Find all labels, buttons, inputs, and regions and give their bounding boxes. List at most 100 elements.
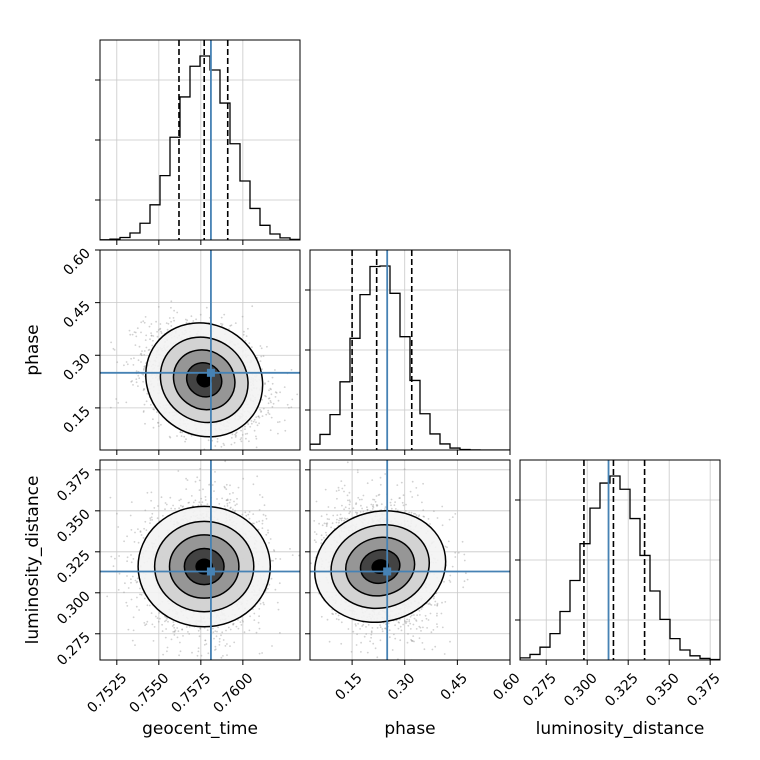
scatter-point: [167, 620, 169, 623]
scatter-point: [199, 627, 202, 630]
scatter-point: [138, 377, 141, 380]
scatter-point: [253, 429, 256, 432]
scatter-point: [150, 612, 153, 614]
scatter-point: [155, 320, 158, 323]
scatter-point: [228, 501, 231, 504]
scatter-point: [151, 344, 154, 347]
scatter-point: [194, 499, 197, 502]
scatter-point: [288, 406, 290, 409]
scatter-point: [150, 334, 153, 337]
scatter-point: [269, 538, 272, 540]
scatter-point: [220, 316, 223, 319]
scatter-point: [186, 319, 189, 322]
scatter-point: [258, 520, 261, 523]
scatter-point: [134, 579, 137, 582]
scatter-point: [150, 332, 153, 334]
scatter-point: [185, 438, 187, 441]
scatter-point: [244, 425, 246, 428]
scatter-point: [114, 557, 116, 560]
scatter-point: [220, 656, 223, 659]
scatter-point: [180, 498, 182, 501]
scatter-point: [296, 393, 299, 396]
scatter-point: [258, 652, 261, 655]
scatter-point: [155, 615, 157, 618]
scatter-point: [181, 506, 184, 508]
scatter-point: [260, 411, 262, 413]
scatter-point: [156, 335, 159, 338]
scatter-point: [267, 380, 270, 383]
scatter-point: [226, 499, 229, 502]
scatter-point: [291, 398, 294, 401]
scatter-point: [277, 399, 280, 402]
scatter-point: [233, 641, 236, 644]
scatter-point: [140, 593, 143, 596]
scatter-point: [261, 496, 264, 499]
truth-marker: [206, 368, 215, 377]
scatter-point: [180, 504, 182, 507]
scatter-point: [267, 529, 269, 532]
scatter-point: [230, 324, 233, 327]
scatter-point: [166, 646, 169, 649]
scatter-point: [251, 522, 254, 525]
scatter-point: [268, 542, 270, 544]
scatter-point: [173, 630, 176, 633]
scatter-point: [109, 406, 112, 409]
scatter-point: [263, 603, 265, 606]
scatter-point: [248, 342, 251, 344]
scatter-point: [142, 537, 145, 539]
scatter-point: [86, 335, 88, 337]
scatter-point: [170, 320, 173, 323]
scatter-point: [159, 323, 162, 325]
scatter-point: [145, 529, 148, 532]
scatter-point: [149, 517, 152, 520]
scatter-point: [140, 331, 142, 334]
scatter-point: [251, 305, 254, 308]
scatter-point: [249, 615, 252, 618]
scatter-point: [248, 629, 251, 632]
scatter-point: [161, 623, 164, 626]
scatter-point: [126, 556, 129, 559]
scatter-point: [150, 334, 153, 337]
scatter-point: [130, 554, 132, 556]
scatter-point: [159, 617, 161, 620]
scatter-point: [160, 332, 163, 334]
scatter-point: [160, 496, 163, 499]
scatter-point: [140, 321, 143, 324]
scatter-point: [142, 369, 145, 371]
scatter-point: [261, 527, 264, 530]
scatter-point: [166, 328, 169, 331]
scatter-point: [149, 338, 151, 341]
scatter-point: [279, 391, 281, 394]
scatter-point: [258, 615, 260, 618]
scatter-point: [207, 439, 210, 442]
scatter-point: [270, 416, 273, 419]
scatter-point: [211, 484, 214, 486]
scatter-point: [135, 605, 138, 608]
scatter-point: [230, 453, 232, 455]
scatter-point: [257, 621, 260, 624]
scatter-point: [190, 495, 193, 497]
scatter-point: [112, 347, 115, 350]
scatter-point: [188, 501, 191, 504]
scatter-point: [169, 496, 172, 499]
scatter-point: [286, 403, 289, 406]
grid-lines: [100, 40, 300, 240]
scatter-point: [244, 339, 247, 342]
scatter-point: [197, 629, 200, 632]
scatter-point: [241, 315, 244, 318]
scatter-point: [272, 559, 274, 562]
scatter-point: [151, 519, 154, 521]
scatter-point: [253, 522, 255, 525]
scatter-point: [264, 514, 267, 517]
scatter-point: [223, 505, 226, 507]
scatter-point: [150, 491, 153, 494]
scatter-point: [213, 490, 215, 492]
scatter-point: [169, 436, 172, 439]
scatter-point: [139, 593, 141, 596]
scatter-point: [259, 494, 261, 496]
scatter-point: [234, 509, 237, 512]
scatter-point: [244, 428, 246, 430]
scatter-point: [268, 389, 270, 392]
scatter-point: [243, 631, 246, 634]
scatter-point: [185, 477, 188, 480]
